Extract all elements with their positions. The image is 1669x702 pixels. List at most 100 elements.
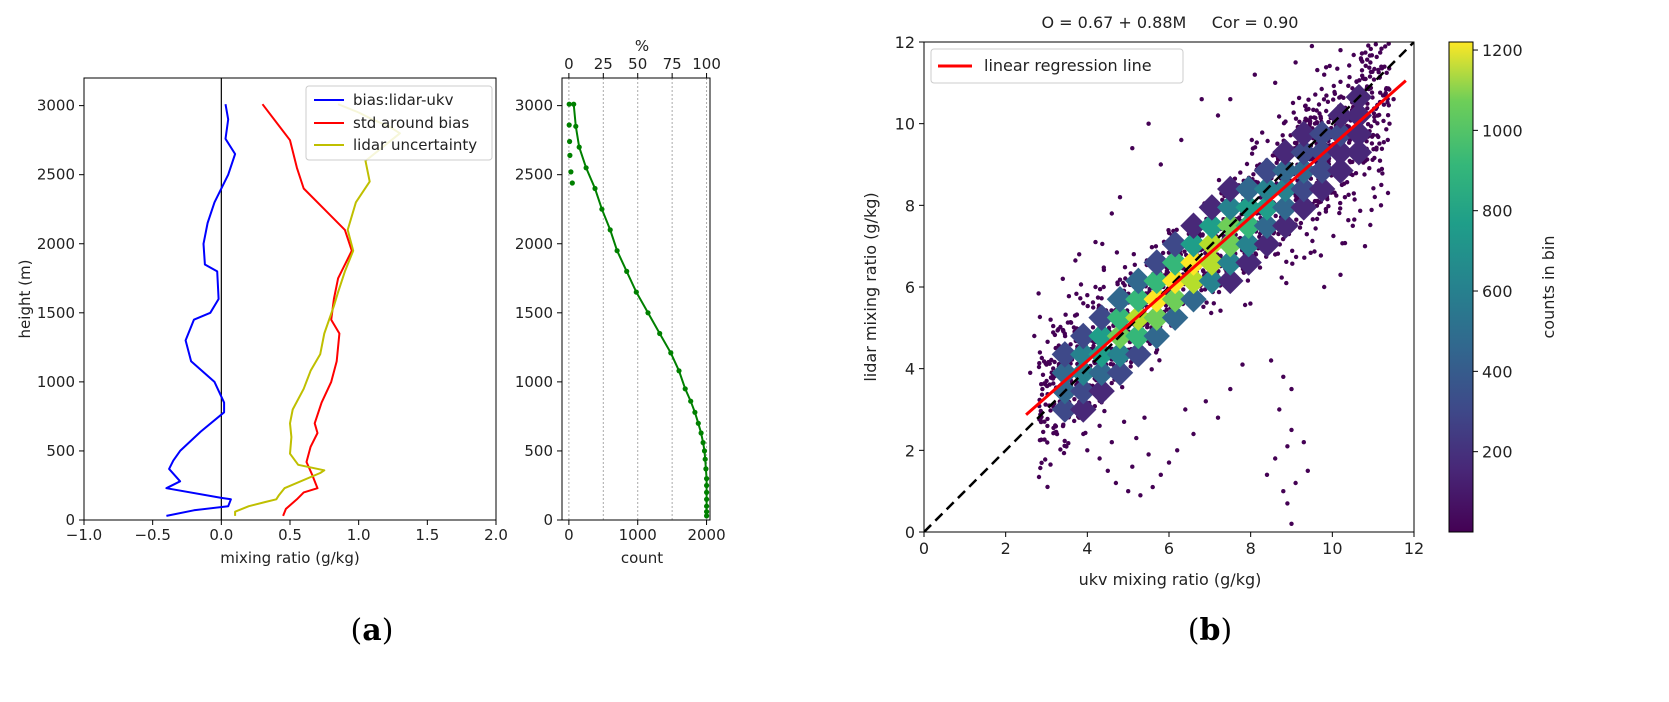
count-top-xlabel: % (635, 37, 649, 55)
count-point (645, 310, 651, 316)
scatter-point (1310, 217, 1316, 222)
scatter-point (1339, 182, 1345, 188)
scatter-point (1381, 102, 1387, 107)
scatter-point (1081, 431, 1086, 437)
count-point (569, 180, 575, 186)
scatter-point (1122, 265, 1128, 270)
scatter-point (1337, 210, 1342, 216)
density-bin (1217, 249, 1244, 276)
scatter-point (1382, 64, 1387, 69)
y-tick-label: 500 (524, 442, 553, 460)
scatter-point (1369, 53, 1375, 58)
scatter-point (1367, 166, 1372, 171)
scatter-point (1289, 427, 1294, 433)
scatter-point (1066, 441, 1071, 446)
scatter-lines (924, 42, 1414, 532)
scatter-legend: linear regression line (930, 48, 1184, 84)
density-bin (1235, 175, 1262, 203)
scatter-point (1306, 106, 1311, 112)
density-bin (1290, 120, 1317, 148)
scatter-point (1175, 448, 1180, 453)
scatter-point (1338, 48, 1343, 53)
scatter-point (1293, 254, 1299, 260)
scatter-point (1351, 191, 1357, 196)
scatter-point (1324, 108, 1329, 114)
scatter-point (1314, 108, 1319, 113)
scatter-point (1365, 57, 1370, 62)
density-bin (1345, 102, 1373, 129)
count-point (583, 165, 589, 171)
scatter-point (1045, 423, 1050, 429)
scatter-point (1130, 146, 1135, 151)
scatter-point (1275, 141, 1280, 146)
scatter-point (1371, 186, 1376, 191)
scatter-point (1317, 111, 1322, 116)
scatter-point (1204, 300, 1209, 305)
scatter-point (1038, 419, 1044, 425)
count-point (692, 409, 698, 415)
scatter-point (1368, 124, 1374, 129)
x-tick-label: 12 (1404, 539, 1424, 558)
x-tick-label: 2.0 (484, 526, 508, 544)
profile-ylabel: height (m) (16, 260, 34, 339)
count-point (704, 496, 710, 502)
density-bin (1345, 120, 1373, 148)
scatter-point (1117, 277, 1123, 282)
scatter-point (1203, 399, 1209, 404)
scatter-point (1322, 284, 1327, 290)
density-bin (1125, 267, 1152, 295)
density-bin (1106, 341, 1134, 368)
colorbar-gradient (1448, 41, 1474, 533)
count-point (704, 509, 710, 515)
density-bin (1143, 304, 1170, 331)
x-tick-label: 10 (1322, 539, 1342, 558)
scatter-point (1249, 151, 1255, 156)
top-tick-label: 25 (594, 55, 613, 73)
colorbar-tick-label: 1000 (1482, 121, 1523, 140)
density-bin (1125, 286, 1152, 313)
scatter-point (1378, 203, 1384, 208)
y-tick-label: 1000 (515, 373, 553, 391)
count-point (704, 503, 710, 509)
scatter-point (1154, 347, 1160, 352)
scatter-point (1109, 308, 1114, 313)
scatter-point (1360, 59, 1365, 64)
scatter-point (1039, 460, 1044, 465)
scatter-point (1268, 358, 1274, 363)
count-point (695, 420, 701, 426)
scatter-point (1379, 166, 1385, 172)
scatter-point (1292, 140, 1298, 146)
scatter-point (1265, 138, 1270, 144)
scatter-point (1310, 238, 1315, 244)
density-bin (1070, 341, 1097, 368)
scatter-point (1100, 241, 1105, 247)
scatter-point (1181, 287, 1186, 292)
scatter-point (1146, 452, 1151, 457)
y-tick-label: 2 (905, 441, 915, 460)
density-bin (1125, 341, 1152, 368)
scatter-point (1220, 197, 1225, 202)
scatter-point (1273, 456, 1278, 461)
scatter-point (1145, 325, 1150, 330)
scatter-point (1351, 52, 1356, 58)
scatter-point (1284, 259, 1289, 264)
scatter-point (1038, 408, 1044, 414)
scatter-point (1283, 119, 1288, 124)
scatter-point (1191, 431, 1196, 437)
scatter-point (1126, 489, 1131, 494)
colorbar-ticks: 200 400 600 800 1000 1200 (1473, 41, 1523, 462)
scatter-point (1338, 79, 1343, 85)
scatter-point (1254, 140, 1260, 145)
count-point (614, 248, 620, 254)
scatter-point (1368, 69, 1374, 75)
colorbar-tick-label: 400 (1482, 362, 1513, 381)
scatter-point (1385, 113, 1391, 118)
scatter-point (1252, 72, 1258, 77)
density-bin (1143, 267, 1170, 295)
scatter-point (1051, 366, 1056, 371)
series-line-1 (261, 103, 353, 517)
scatter-point (1379, 146, 1385, 151)
density-bin (1143, 322, 1170, 350)
scatter-point (1307, 121, 1313, 126)
